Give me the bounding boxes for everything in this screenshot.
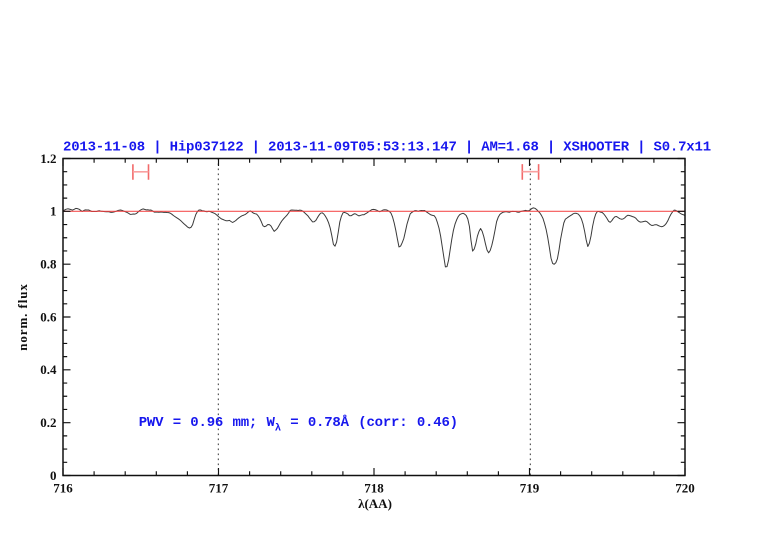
svg-text:1: 1 <box>50 204 57 219</box>
svg-text:717: 717 <box>209 481 229 496</box>
svg-text:2013-11-08 | Hip037122 | 2013-: 2013-11-08 | Hip037122 | 2013-11-09T05:5… <box>63 140 711 156</box>
svg-text:0.6: 0.6 <box>40 309 57 324</box>
svg-text:0: 0 <box>50 468 57 483</box>
svg-text:720: 720 <box>675 481 695 496</box>
svg-text:0.2: 0.2 <box>40 415 56 430</box>
svg-text:0.8: 0.8 <box>40 257 57 272</box>
svg-text:λ(AA): λ(AA) <box>358 496 392 511</box>
svg-text:0.4: 0.4 <box>40 362 57 377</box>
svg-text:718: 718 <box>364 481 384 496</box>
svg-text:norm. flux: norm. flux <box>15 283 30 351</box>
svg-text:1.2: 1.2 <box>40 151 56 166</box>
svg-text:719: 719 <box>520 481 540 496</box>
svg-text:716: 716 <box>53 481 73 496</box>
svg-text:PWV = 0.96 mm; Wλ = 0.78Å (cor: PWV = 0.96 mm; Wλ = 0.78Å (corr: 0.46) <box>139 414 458 435</box>
